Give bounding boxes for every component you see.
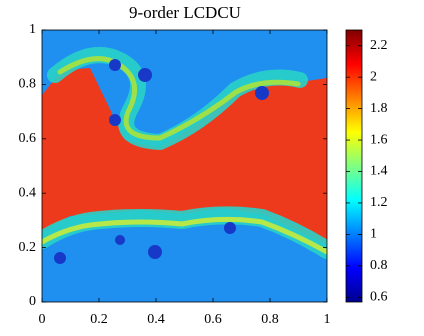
x-tick-label: 0.6 <box>204 312 222 327</box>
colorbar-tick-label: 1.6 <box>370 132 388 147</box>
x-tick-label: 1 <box>324 312 331 327</box>
y-tick-label: 0.6 <box>19 131 37 146</box>
colorbar-tick-label: 1.4 <box>370 164 388 179</box>
colorbar-tick-label: 2 <box>370 69 377 84</box>
x-tick-label: 0.4 <box>147 312 165 327</box>
x-tick-label: 0.2 <box>90 312 108 327</box>
y-tick-label: 1 <box>29 22 36 37</box>
colorbar-tick-label: 2.2 <box>370 38 388 53</box>
colorbar-tick-label: 1.8 <box>370 101 388 116</box>
field-image <box>42 30 327 302</box>
colorbar-tick-label: 1 <box>370 227 377 242</box>
y-tick-label: 0.4 <box>19 185 37 200</box>
y-tick-label: 0.2 <box>19 240 37 255</box>
x-tick-label: 0 <box>39 312 46 327</box>
plot-frame <box>41 29 328 303</box>
chart-title: 9-order LCDCU <box>129 3 241 22</box>
y-tick-label: 0 <box>29 294 36 309</box>
x-tick-label: 0.8 <box>261 312 279 327</box>
colorbar-tick-label: 0.8 <box>370 258 388 273</box>
y-tick-label: 0.8 <box>19 77 37 92</box>
colorbar <box>345 29 363 303</box>
colorbar-tick-label: 0.6 <box>370 290 388 305</box>
colorbar-tick-label: 1.2 <box>370 195 388 210</box>
